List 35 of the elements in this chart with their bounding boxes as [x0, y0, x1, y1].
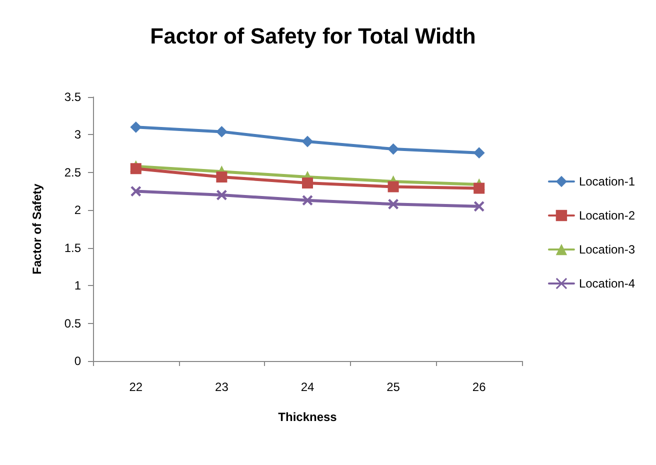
legend-label: Location-4 — [578, 276, 636, 290]
x-tick-label: 24 — [300, 380, 314, 394]
point — [388, 144, 399, 155]
x-axis-title: Thickness — [278, 410, 338, 424]
y-tick-label: 1 — [74, 278, 82, 293]
point — [302, 136, 313, 148]
x-tick-label: 25 — [386, 380, 400, 394]
y-tick-label: 0 — [74, 354, 82, 368]
x-tick-label: 22 — [129, 380, 143, 394]
point — [216, 190, 227, 200]
y-tick-label: 1.5 — [64, 240, 82, 255]
point — [302, 177, 313, 188]
legend-label: Location-1 — [578, 174, 636, 188]
legend-label: Location-3 — [578, 242, 636, 256]
point — [474, 201, 484, 212]
y-tick-label: 3 — [74, 128, 82, 142]
point — [130, 163, 142, 174]
x-tick-label: 26 — [472, 380, 486, 394]
point — [302, 195, 312, 206]
point — [474, 182, 485, 194]
point — [388, 181, 399, 192]
y-tick-label: 0.5 — [64, 316, 82, 330]
legend-label: Location-2 — [578, 208, 636, 222]
point — [130, 122, 142, 133]
x-tick-label: 23 — [215, 380, 229, 394]
y-axis-title: Factor of Safety — [30, 183, 44, 274]
point — [130, 186, 141, 196]
point — [216, 171, 228, 182]
y-tick-label: 2.5 — [64, 165, 82, 180]
point — [474, 147, 485, 158]
point — [388, 199, 398, 210]
y-tick-label: 3.5 — [64, 90, 82, 104]
chart-title: Factor of Safety for Total Width — [150, 24, 476, 48]
y-tick-label: 2 — [74, 203, 82, 218]
point — [216, 126, 228, 138]
